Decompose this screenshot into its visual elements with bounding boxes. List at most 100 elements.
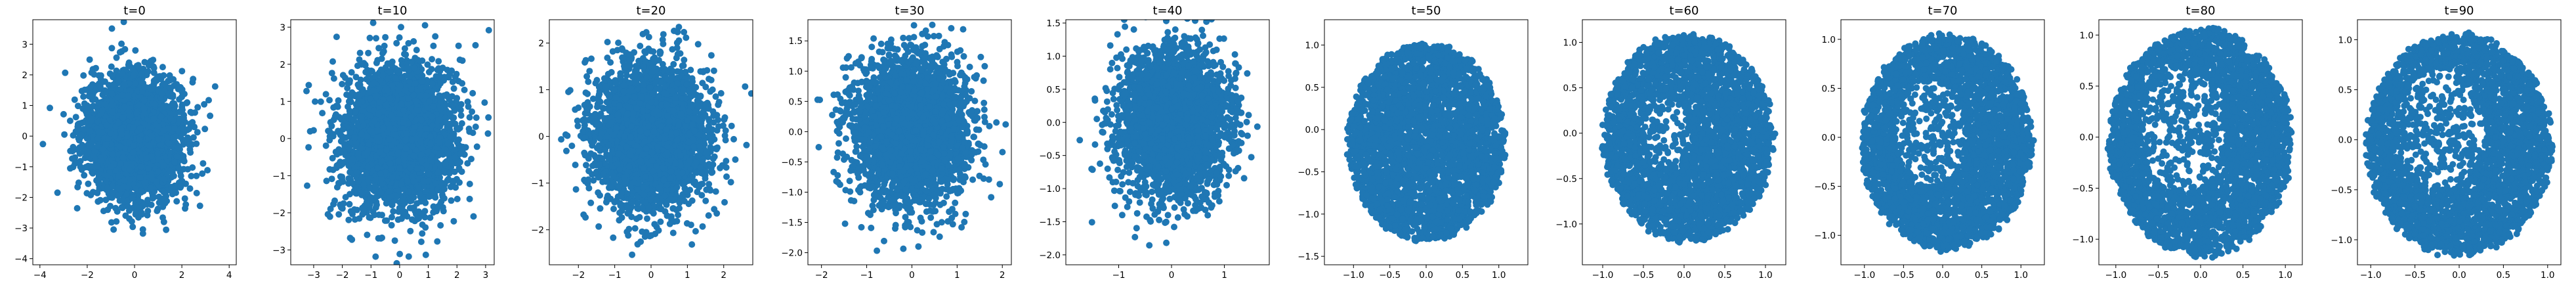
scatter-point [468,156,475,162]
scatter-point [139,230,146,237]
scatter-point [366,34,373,41]
scatter-point [103,89,110,96]
scatter-point [473,143,480,150]
scatter-point [466,195,473,202]
scatter-point [129,149,137,156]
scatter-point [176,96,183,103]
scatter-point [60,110,67,118]
scatter-point [87,191,95,198]
scatter-point [187,121,194,128]
scatter-point [118,131,125,138]
scatter-point [117,86,124,93]
scatter-point [95,170,102,177]
scatter-point [201,125,209,133]
scatter-point [168,183,175,191]
scatter-point [77,163,84,170]
scatter-point [147,185,154,192]
scatter-point [72,160,79,167]
scatter-point [186,185,194,192]
scatter-point [95,118,102,125]
scatter-point [130,72,137,79]
scatter-point [396,34,403,41]
scatter-point [140,97,148,104]
scatter-point [158,90,165,97]
scatter-point [116,197,123,204]
scatter-point [81,171,88,179]
scatter-point [74,102,81,110]
scatter-point [196,202,203,210]
scatter-point [108,108,116,116]
scatter-point [130,124,137,131]
scatter-point [74,126,81,133]
scatter-point [148,152,155,160]
y-tick-label: 3 [22,39,28,50]
scatter-point [47,104,53,112]
scatter-point [115,185,122,192]
y-tick-label: 1 [22,101,28,112]
scatter-point [175,164,182,171]
scatter-point [80,93,87,101]
scatter-point [410,38,417,45]
scatter-point [119,204,126,212]
scatter-point [190,134,197,141]
scatter-point [114,192,121,199]
scatter-point [326,97,333,104]
scatter-point [419,230,426,237]
scatter-point [126,215,133,222]
y-tick-label: −2 [14,193,28,203]
scatter-point [140,110,148,117]
scatter-point [137,163,144,170]
scatter-point [194,129,201,136]
scatter-point [110,226,117,233]
scatter-point [161,175,168,183]
scatter-point [193,172,200,179]
scatter-point [91,148,98,155]
scatter-point [103,122,110,129]
scatter-point [95,175,102,183]
scatter-point [81,86,89,93]
scatter-point [413,47,420,54]
scatter-point [115,78,122,85]
scatter-point [96,83,104,91]
scatter-point [87,83,95,91]
scatter-point [69,155,76,162]
scatter-point [99,145,106,152]
scatter-point [179,101,186,108]
scatter-point [317,98,324,105]
scatter-point [163,226,170,233]
scatter-point [108,97,115,104]
scatter-point [133,204,140,211]
scatter-point [150,115,158,122]
scatter-point [138,79,145,86]
scatter-point [100,208,107,215]
scatter-point [152,101,159,108]
scatter-point [179,68,186,75]
scatter-point [159,203,167,210]
scatter-point [389,214,395,221]
scatter-point [94,189,101,196]
scatter-point [138,70,145,78]
scatter-point [173,153,180,160]
scatter-point [147,85,154,93]
scatter-point [200,160,207,167]
scatter-point [96,99,103,106]
scatter-point [163,134,171,141]
scatter-point [113,54,120,61]
y-tick-label: 0 [22,131,28,142]
scatter-point [160,195,167,202]
scatter-point [142,179,149,186]
scatter-point [429,56,436,63]
scatter-point [169,101,176,108]
scatter-point [364,231,371,238]
scatter-point [184,126,191,133]
scatter-point [113,218,120,225]
scatter-point [171,134,178,141]
scatter-point [130,142,137,149]
scatter-point [125,108,133,114]
scatter-point [171,125,178,132]
scatter-point [133,110,140,117]
scatter-point [119,154,127,161]
scatter-point [108,90,116,97]
y-tick-label: −4 [14,254,28,265]
